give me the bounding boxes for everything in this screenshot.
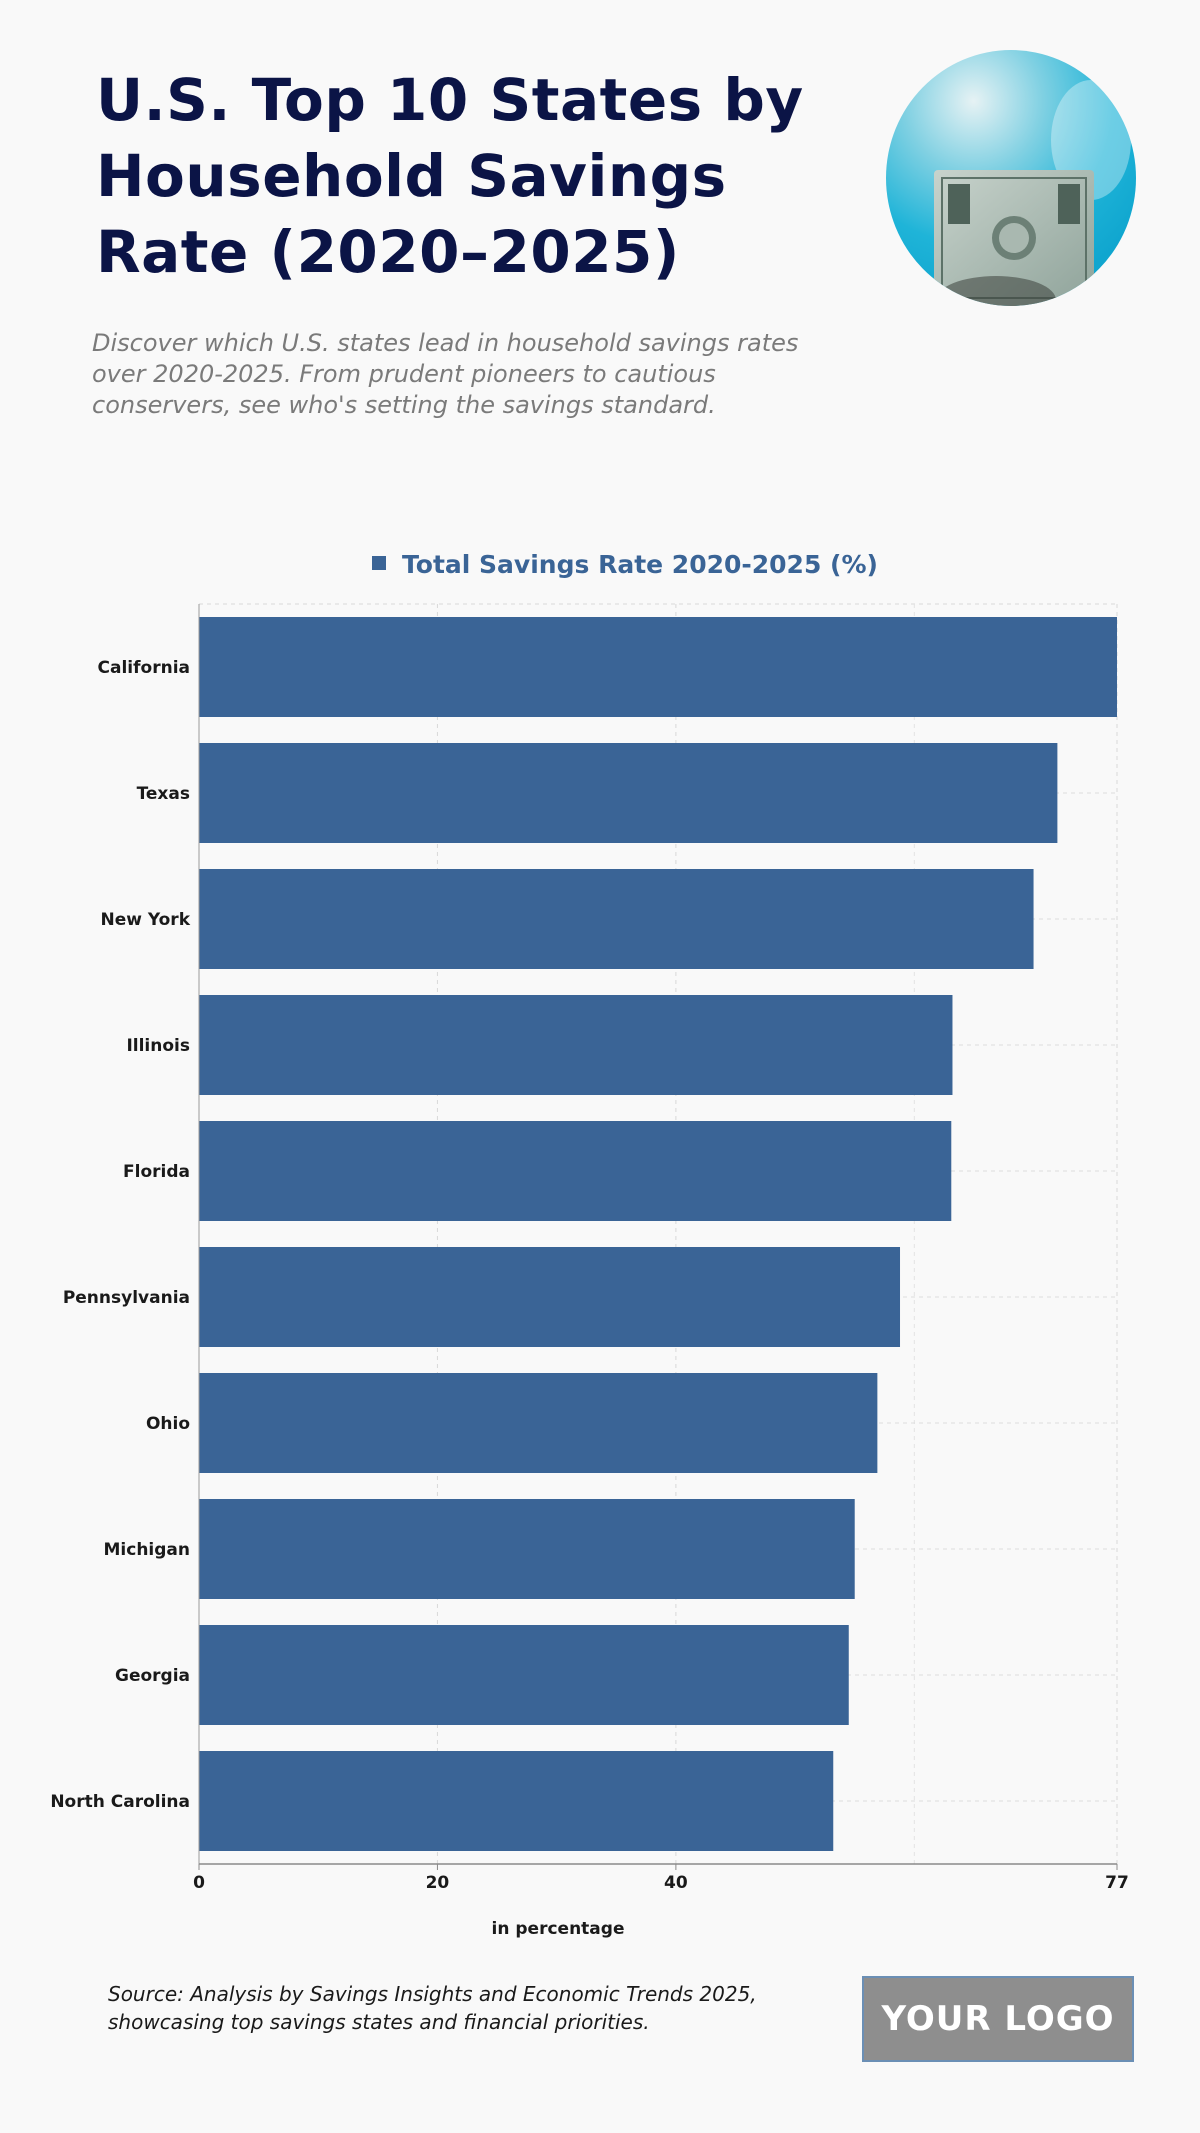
chart-legend: Total Savings Rate 2020-2025 (%) [0, 550, 1200, 579]
legend-swatch-icon [372, 556, 387, 570]
category-label: Illinois [126, 1036, 190, 1056]
bar-california [199, 617, 1117, 717]
category-label: California [98, 658, 190, 678]
chart-title: U.S. Top 10 States by Household Savings … [96, 66, 804, 286]
category-label: North Carolina [50, 1792, 190, 1812]
bar-chart: California Texas New York Illinois Florida Pe… [50, 603, 1129, 1939]
bar-illinois [199, 995, 953, 1095]
source-note: Source: Analysis by Savings Insights and… [108, 1982, 757, 2034]
x-axis: 0 20 40 77 in percentage [193, 604, 1129, 1939]
x-tick-label: 0 [193, 1873, 205, 1893]
bar-michigan [199, 1499, 855, 1599]
money-photo-icon [886, 50, 1136, 306]
x-tick-label: 77 [1105, 1873, 1129, 1893]
category-label: Michigan [104, 1540, 191, 1560]
category-label: Ohio [146, 1414, 190, 1434]
x-tick-label: 20 [426, 1873, 450, 1893]
bar-north-carolina [199, 1751, 834, 1851]
chart-bars [199, 617, 1117, 1851]
chart-subtitle: Discover which U.S. states lead in house… [92, 329, 799, 419]
x-axis-label: in percentage [492, 1919, 625, 1939]
bar-pennsylvania [199, 1247, 901, 1347]
category-labels: California Texas New York Illinois Florida Pe… [50, 658, 190, 1812]
category-label: Georgia [115, 1666, 190, 1686]
legend-label: Total Savings Rate 2020-2025 (%) [402, 550, 878, 579]
brand-logo: YOUR LOGO [862, 1976, 1134, 2062]
bar-georgia [199, 1625, 849, 1725]
bar-florida [199, 1121, 952, 1221]
category-label: New York [101, 910, 191, 930]
category-label: Pennsylvania [63, 1288, 190, 1308]
category-label: Florida [123, 1162, 190, 1182]
category-label: Texas [137, 784, 190, 804]
bar-ohio [199, 1373, 878, 1473]
x-tick-label: 40 [664, 1873, 688, 1893]
bar-texas [199, 743, 1058, 843]
bar-new-york [199, 869, 1034, 969]
